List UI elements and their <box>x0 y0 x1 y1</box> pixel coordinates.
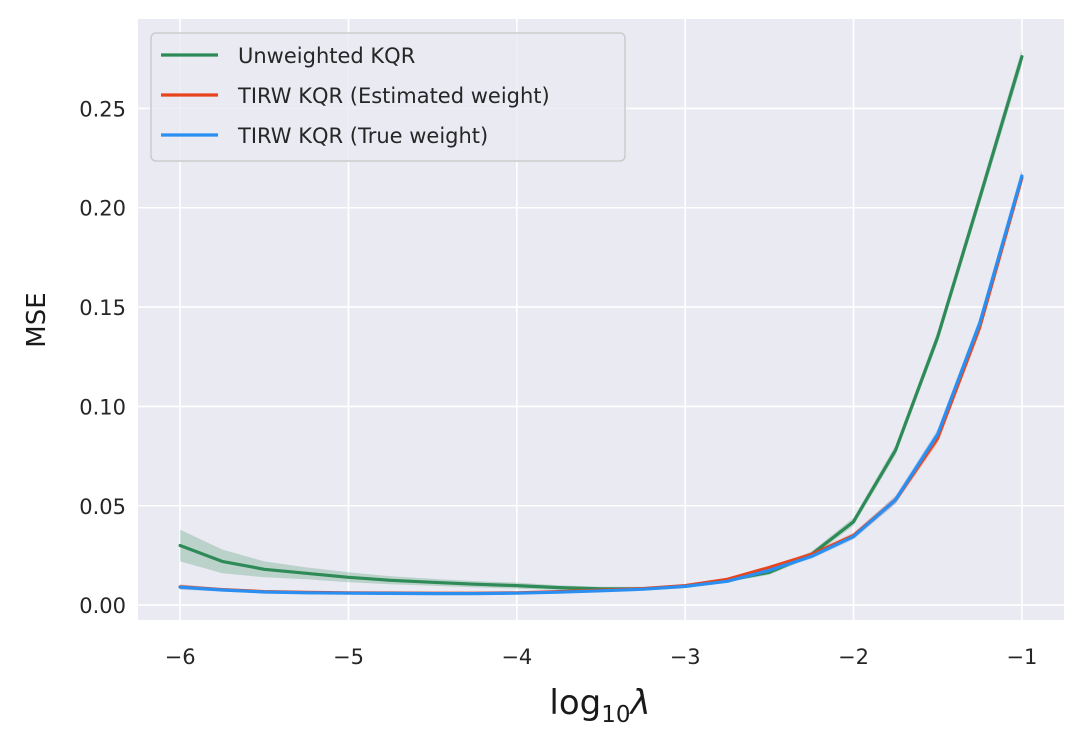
x-tick-label: −2 <box>838 645 869 669</box>
x-tick-label: −4 <box>501 645 532 669</box>
x-axis-label-lambda: λ <box>629 683 651 723</box>
legend-box <box>150 32 626 162</box>
y-tick-label: 0.15 <box>79 296 126 320</box>
y-axis-label: MSE <box>22 292 52 347</box>
x-tick-labels: −6 −5 −4 −3 −2 −1 <box>165 645 1038 669</box>
x-tick-label: −3 <box>670 645 701 669</box>
legend: Unweighted KQR TIRW KQR (Estimated weight… <box>150 32 626 162</box>
legend-label: TIRW KQR (True weight) <box>237 124 488 148</box>
y-tick-label: 0.05 <box>79 495 126 519</box>
x-axis-label-log: log <box>549 683 601 723</box>
legend-label: Unweighted KQR <box>238 44 415 68</box>
x-tick-label: −6 <box>165 645 196 669</box>
y-tick-label: 0.20 <box>79 197 126 221</box>
x-tick-label: −1 <box>1006 645 1037 669</box>
legend-label: TIRW KQR (Estimated weight) <box>237 84 550 108</box>
x-axis-label: log10λ <box>549 683 650 728</box>
y-tick-label: 0.00 <box>79 594 126 618</box>
y-tick-label: 0.10 <box>79 395 126 419</box>
series-lines <box>178 55 1024 596</box>
y-tick-labels: 0.00 0.05 0.10 0.15 0.20 0.25 <box>79 97 126 618</box>
x-axis-label-subscript: 10 <box>601 702 630 728</box>
x-tick-label: −5 <box>333 645 364 669</box>
series-line-2 <box>178 174 1024 596</box>
y-tick-label: 0.25 <box>79 97 126 121</box>
